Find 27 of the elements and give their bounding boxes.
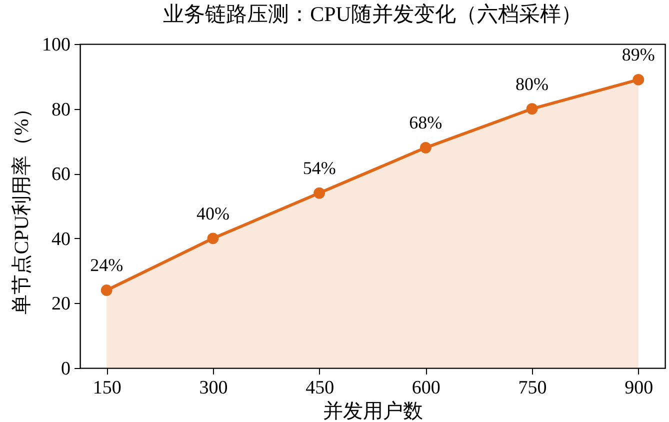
x-tick-label: 600 <box>412 378 440 398</box>
data-label: 54% <box>302 158 336 178</box>
x-tick-label: 750 <box>518 378 547 398</box>
y-tick-label: 60 <box>52 164 70 186</box>
x-tick-label: 450 <box>306 378 334 398</box>
point <box>100 284 112 296</box>
y-tick-label: 40 <box>52 228 70 250</box>
point <box>314 187 326 199</box>
x-tick-label: 900 <box>624 378 654 398</box>
y-axis-title: 单节点CPU利用率（%） <box>11 98 33 314</box>
data-label: 24% <box>90 255 124 276</box>
point <box>632 74 644 86</box>
point <box>420 142 432 154</box>
x-axis-title: 并发用户数 <box>323 400 423 422</box>
data-label: 40% <box>196 203 230 224</box>
point <box>207 232 219 244</box>
chart-title: 业务链路压测：CPU随并发变化（六档采样） <box>163 2 582 26</box>
data-label: 89% <box>622 44 655 65</box>
data-label: 68% <box>409 112 442 133</box>
data-label: 80% <box>516 74 549 94</box>
y-tick-label: 20 <box>52 294 70 315</box>
y-tick-label: 80 <box>52 99 70 120</box>
x-tick-label: 300 <box>199 378 228 398</box>
x-tick-label: 150 <box>92 378 122 398</box>
point <box>526 103 538 114</box>
y-tick-label: 0 <box>61 358 70 380</box>
y-tick-label: 100 <box>42 34 70 56</box>
